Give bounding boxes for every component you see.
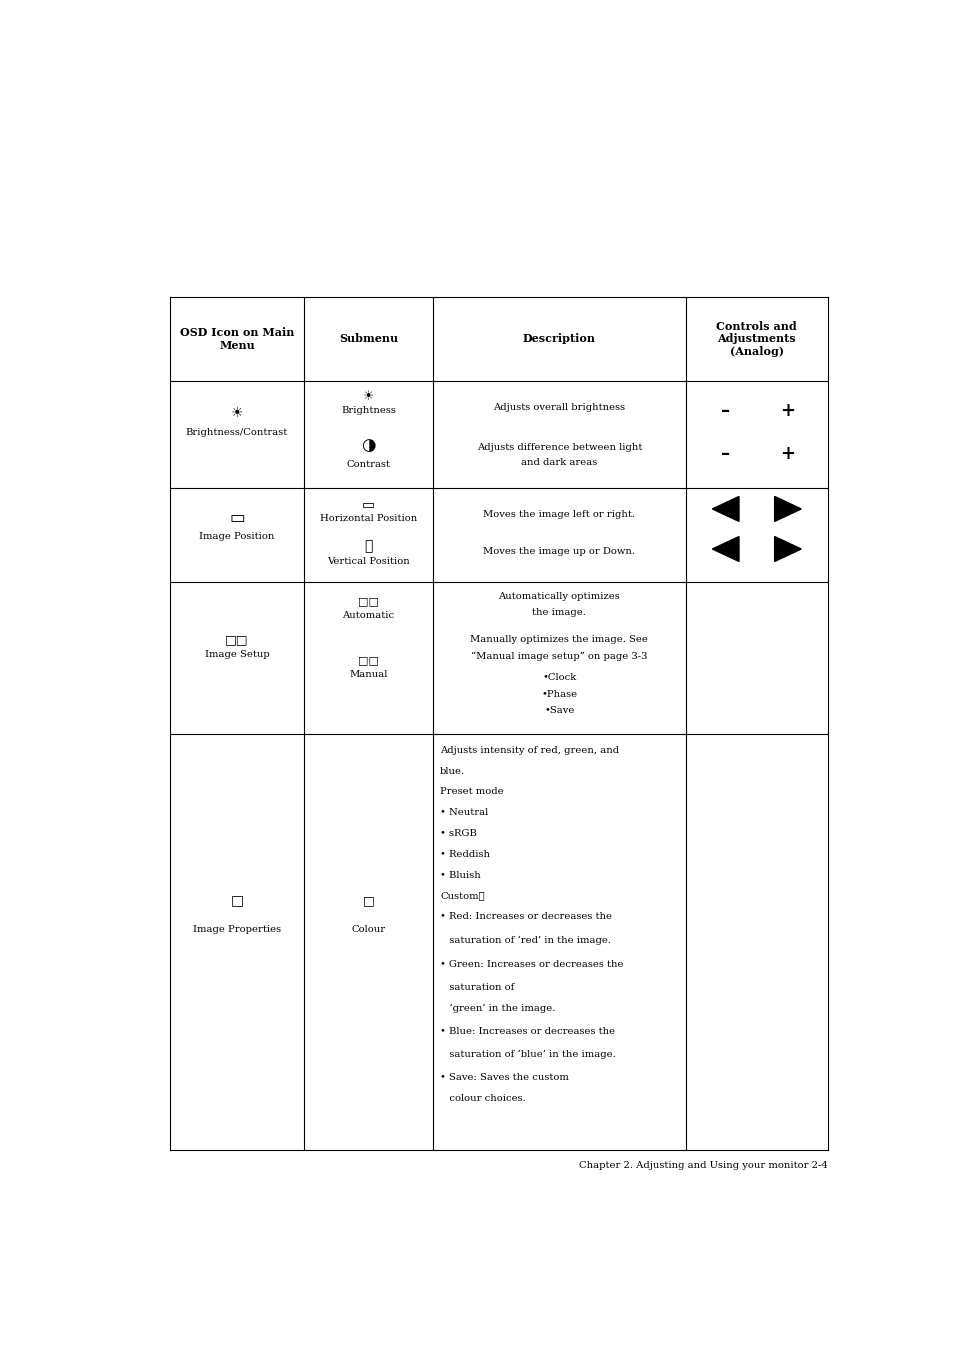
Text: Adjusts overall brightness: Adjusts overall brightness bbox=[493, 403, 625, 412]
Text: Automatic: Automatic bbox=[342, 611, 395, 620]
Text: • Reddish: • Reddish bbox=[439, 850, 490, 859]
Text: Brightness: Brightness bbox=[341, 407, 395, 415]
Text: • Bluish: • Bluish bbox=[439, 871, 480, 880]
Text: and dark areas: and dark areas bbox=[520, 458, 597, 467]
Polygon shape bbox=[712, 496, 739, 521]
Text: –: – bbox=[720, 401, 729, 420]
Text: ☐: ☐ bbox=[364, 539, 373, 553]
Text: □□: □□ bbox=[225, 632, 249, 646]
Text: Custom：: Custom： bbox=[439, 892, 484, 901]
Text: +: + bbox=[780, 401, 795, 420]
Polygon shape bbox=[774, 496, 801, 521]
Text: Controls and
Adjustments
(Analog): Controls and Adjustments (Analog) bbox=[716, 320, 797, 357]
Text: +: + bbox=[780, 444, 795, 463]
Text: Image Properties: Image Properties bbox=[193, 925, 281, 934]
Text: □: □ bbox=[231, 893, 243, 908]
Text: Image Setup: Image Setup bbox=[204, 650, 269, 659]
Text: saturation of ‘blue’ in the image.: saturation of ‘blue’ in the image. bbox=[439, 1050, 616, 1059]
Text: •Save: •Save bbox=[543, 707, 574, 715]
Text: □□: □□ bbox=[357, 596, 378, 607]
Text: Moves the image up or Down.: Moves the image up or Down. bbox=[483, 547, 635, 557]
Text: Colour: Colour bbox=[351, 925, 385, 934]
Text: □: □ bbox=[362, 894, 375, 907]
Text: Manually optimizes the image. See: Manually optimizes the image. See bbox=[470, 635, 648, 644]
Polygon shape bbox=[712, 536, 739, 562]
Text: saturation of ‘red’ in the image.: saturation of ‘red’ in the image. bbox=[439, 935, 611, 944]
Text: Manual: Manual bbox=[349, 670, 387, 678]
Text: Brightness/Contrast: Brightness/Contrast bbox=[186, 428, 288, 436]
Text: Vertical Position: Vertical Position bbox=[327, 557, 410, 566]
Text: Horizontal Position: Horizontal Position bbox=[319, 513, 416, 523]
Text: Chapter 2. Adjusting and Using your monitor 2-4: Chapter 2. Adjusting and Using your moni… bbox=[578, 1162, 826, 1170]
Text: Contrast: Contrast bbox=[346, 461, 390, 469]
Text: • Red: Increases or decreases the: • Red: Increases or decreases the bbox=[439, 912, 612, 921]
Text: Preset mode: Preset mode bbox=[439, 788, 503, 797]
Text: Submenu: Submenu bbox=[338, 334, 397, 345]
Text: Image Position: Image Position bbox=[199, 532, 274, 542]
Polygon shape bbox=[774, 536, 801, 562]
Text: saturation of: saturation of bbox=[439, 984, 514, 993]
Text: Moves the image left or right.: Moves the image left or right. bbox=[483, 511, 635, 519]
Text: Automatically optimizes: Automatically optimizes bbox=[498, 592, 619, 601]
Text: •Clock: •Clock bbox=[541, 673, 576, 682]
Text: • Blue: Increases or decreases the: • Blue: Increases or decreases the bbox=[439, 1027, 615, 1036]
Text: ▭: ▭ bbox=[361, 497, 375, 511]
Text: •Phase: •Phase bbox=[540, 689, 577, 698]
Text: ◑: ◑ bbox=[361, 436, 375, 454]
Text: Adjusts intensity of red, green, and: Adjusts intensity of red, green, and bbox=[439, 746, 618, 755]
Text: • sRGB: • sRGB bbox=[439, 830, 476, 838]
Text: ‘green’ in the image.: ‘green’ in the image. bbox=[439, 1004, 555, 1013]
Text: blue.: blue. bbox=[439, 766, 465, 775]
Text: Description: Description bbox=[522, 334, 596, 345]
Text: “Manual image setup” on page 3-3: “Manual image setup” on page 3-3 bbox=[471, 651, 647, 661]
Text: • Green: Increases or decreases the: • Green: Increases or decreases the bbox=[439, 961, 623, 970]
Text: • Neutral: • Neutral bbox=[439, 808, 488, 817]
Text: ☀: ☀ bbox=[362, 390, 374, 403]
Text: –: – bbox=[720, 444, 729, 463]
Text: • Save: Saves the custom: • Save: Saves the custom bbox=[439, 1073, 568, 1082]
Text: □□: □□ bbox=[357, 655, 378, 666]
Text: ☀: ☀ bbox=[231, 405, 243, 420]
Text: ▭: ▭ bbox=[229, 509, 245, 527]
Text: colour choices.: colour choices. bbox=[439, 1094, 525, 1102]
Text: OSD Icon on Main
Menu: OSD Icon on Main Menu bbox=[179, 327, 294, 351]
Text: Adjusts difference between light: Adjusts difference between light bbox=[476, 443, 641, 453]
Text: the image.: the image. bbox=[532, 608, 586, 616]
